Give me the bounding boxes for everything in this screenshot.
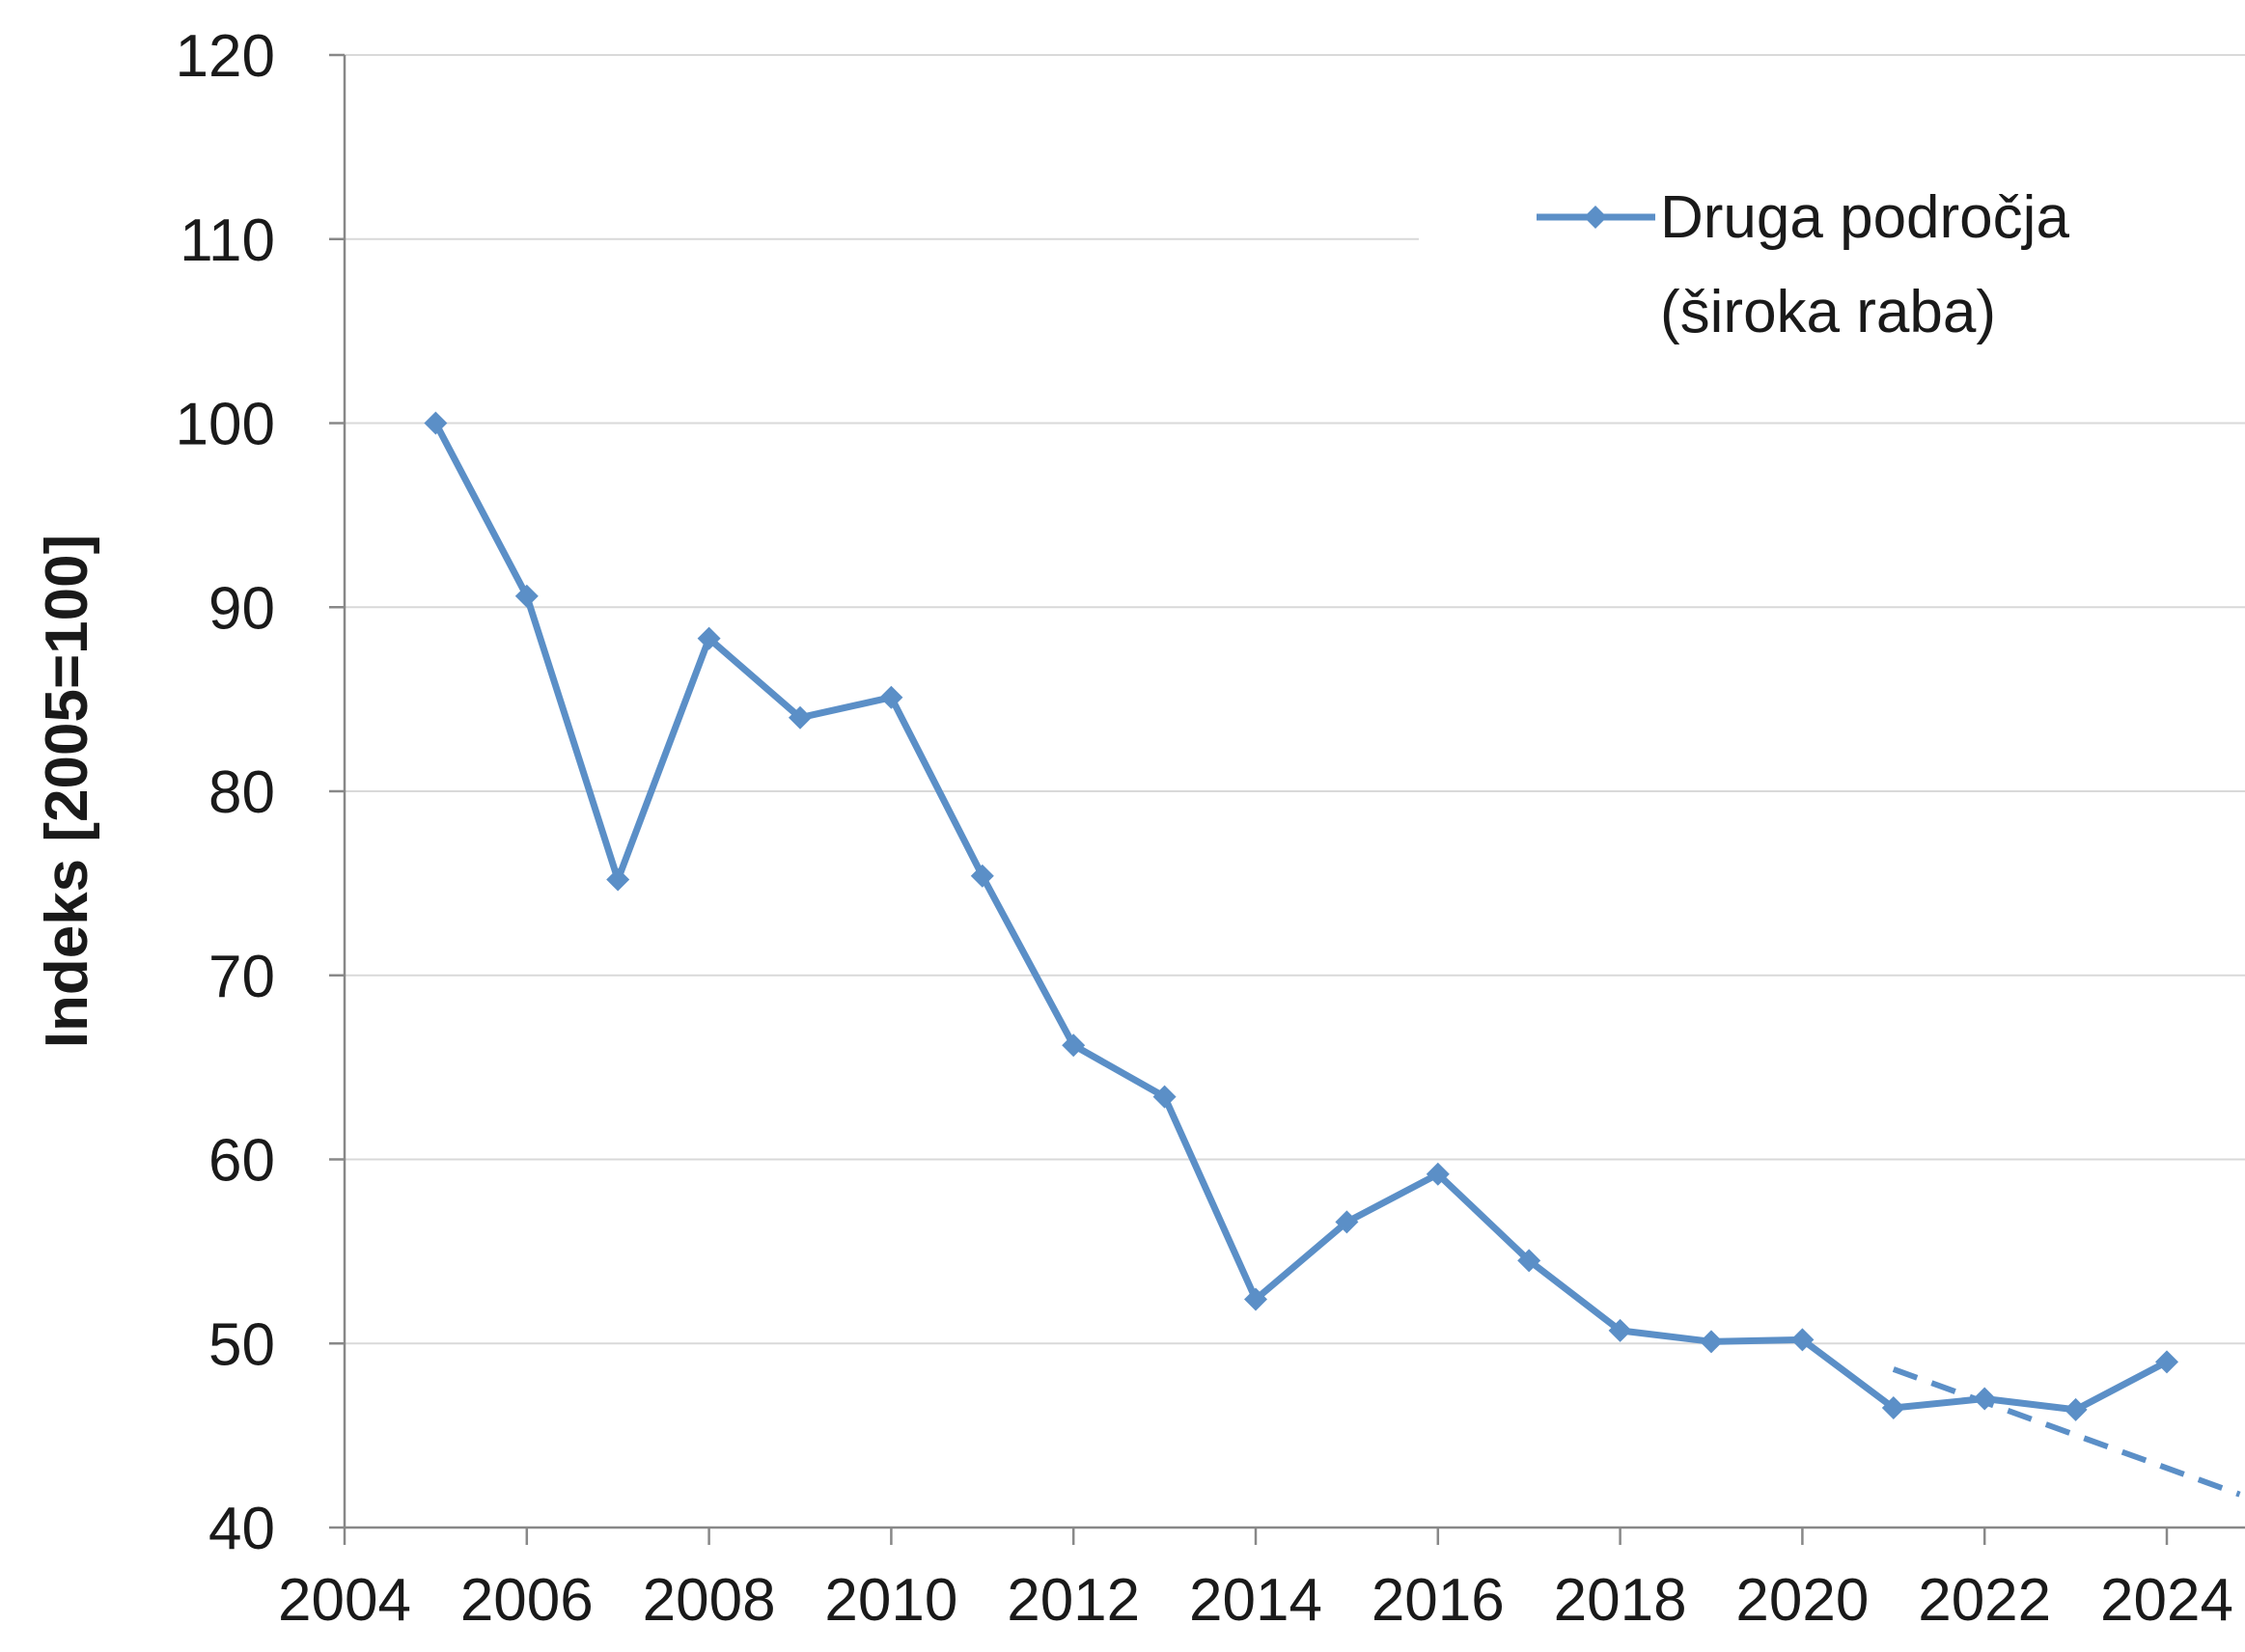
data-point-2024 [2155, 1350, 2178, 1374]
x-tick-label-2016: 2016 [1372, 1567, 1505, 1634]
trend-line-dashed [1892, 1366, 2241, 1498]
y-tick-label-70: 70 [208, 944, 275, 1010]
x-tick-label-2004: 2004 [278, 1567, 411, 1634]
data-point-2011 [970, 864, 994, 888]
y-axis-label: Indeks [2005=100] [34, 535, 100, 1049]
x-tick-label-2014: 2014 [1189, 1567, 1322, 1634]
data-point-2005 [424, 411, 448, 435]
data-point-2014 [1244, 1287, 1267, 1311]
y-tick-label-40: 40 [208, 1496, 275, 1562]
x-tick-label-2022: 2022 [1918, 1567, 2051, 1634]
gridlines [345, 54, 2245, 1345]
y-tick-label-60: 60 [208, 1128, 275, 1195]
data-point-2009 [789, 705, 812, 730]
data-point-2020 [1790, 1328, 1815, 1352]
x-tick-label-2012: 2012 [1007, 1567, 1140, 1634]
data-point-2012 [1062, 1033, 1086, 1058]
data-point-2017 [1517, 1249, 1541, 1273]
y-tick-label-90: 90 [208, 575, 275, 642]
legend-background [1419, 193, 2245, 367]
plot-area [424, 411, 2241, 1498]
data-point-2016 [1426, 1162, 1450, 1186]
y-axis-ticks: 40 50 60 70 80 90 100 110 120 [176, 23, 345, 1562]
data-point-2018 [1608, 1318, 1632, 1342]
x-tick-label-2008: 2008 [643, 1567, 776, 1634]
x-tick-label-2024: 2024 [2100, 1567, 2233, 1634]
data-point-2023 [2064, 1397, 2088, 1421]
y-tick-label-80: 80 [208, 759, 275, 826]
data-point-2013 [1152, 1085, 1177, 1109]
data-point-2015 [1335, 1210, 1359, 1234]
data-point-2010 [879, 685, 903, 709]
data-point-2007 [606, 867, 630, 892]
x-tick-label-2010: 2010 [824, 1567, 957, 1634]
data-point-2019 [1700, 1330, 1723, 1354]
y-tick-label-110: 110 [180, 207, 275, 274]
y-tick-label-120: 120 [176, 23, 275, 90]
legend-series-marker [1584, 206, 1607, 229]
legend-label-line-1: Druga področja [1660, 184, 2069, 251]
data-point-2006 [514, 584, 539, 608]
x-tick-label-2018: 2018 [1554, 1567, 1687, 1634]
x-axis-ticks: 2004 2006 2008 2010 2012 2014 2016 2018 2020 2022… [278, 1528, 2233, 1634]
x-tick-label-2020: 2020 [1735, 1567, 1869, 1634]
legend-label-line-2: (široka raba) [1660, 279, 1996, 345]
series-line [431, 420, 2171, 1414]
y-tick-label-100: 100 [176, 392, 275, 458]
x-tick-label-2006: 2006 [460, 1567, 594, 1634]
legend: Druga področja (široka raba) [1419, 184, 2245, 367]
data-point-2021 [1881, 1396, 1905, 1420]
y-tick-label-50: 50 [208, 1311, 275, 1378]
data-point-2008 [697, 626, 721, 650]
